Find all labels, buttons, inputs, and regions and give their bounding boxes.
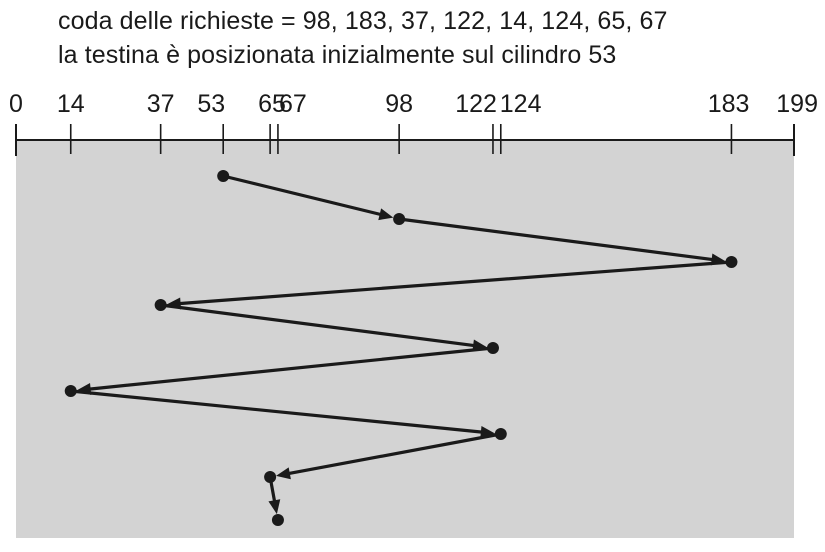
- head-position-65: [264, 471, 277, 483]
- diagram-panel: [16, 140, 794, 538]
- head-positions: [64, 170, 738, 526]
- head-position-124: [494, 428, 507, 440]
- axis-tick-label-122: 122: [455, 90, 497, 118]
- arrowhead: [276, 467, 291, 480]
- arrowhead: [480, 426, 495, 438]
- axis-tick-label-199: 199: [776, 90, 818, 118]
- head-position-53: [217, 170, 230, 182]
- head-move-124-to-65: [276, 432, 503, 480]
- axis-tick-label-67: 67: [279, 90, 307, 118]
- axis-tick-label-53: 53: [197, 90, 225, 118]
- head-move-14-to-124: [69, 389, 495, 438]
- arrowhead: [378, 208, 394, 221]
- head-position-37: [154, 299, 167, 311]
- arrowhead: [268, 499, 281, 515]
- head-position-14: [64, 385, 77, 397]
- axis-tick-label-98: 98: [385, 90, 413, 118]
- head-position-183: [725, 256, 738, 268]
- initial-head-position-text: la testina è posizionata inizialmente su…: [58, 41, 617, 69]
- axis-tick-label-37: 37: [147, 90, 175, 118]
- head-movement-path: [69, 174, 734, 515]
- head-position-67: [271, 514, 284, 526]
- request-queue-text: coda delle richieste = 98, 183, 37, 122,…: [58, 7, 668, 35]
- axis-tick-label-124: 124: [500, 90, 542, 118]
- axis-tick-label-0: 0: [9, 90, 23, 118]
- axis-tick-label-183: 183: [708, 90, 750, 118]
- head-position-122: [486, 342, 499, 354]
- head-position-98: [393, 213, 406, 225]
- axis-ticks: [15, 124, 795, 156]
- axis-tick-label-65: 65: [258, 90, 286, 118]
- head-move-53-to-98: [221, 174, 394, 221]
- axis-tick-label-14: 14: [57, 90, 85, 118]
